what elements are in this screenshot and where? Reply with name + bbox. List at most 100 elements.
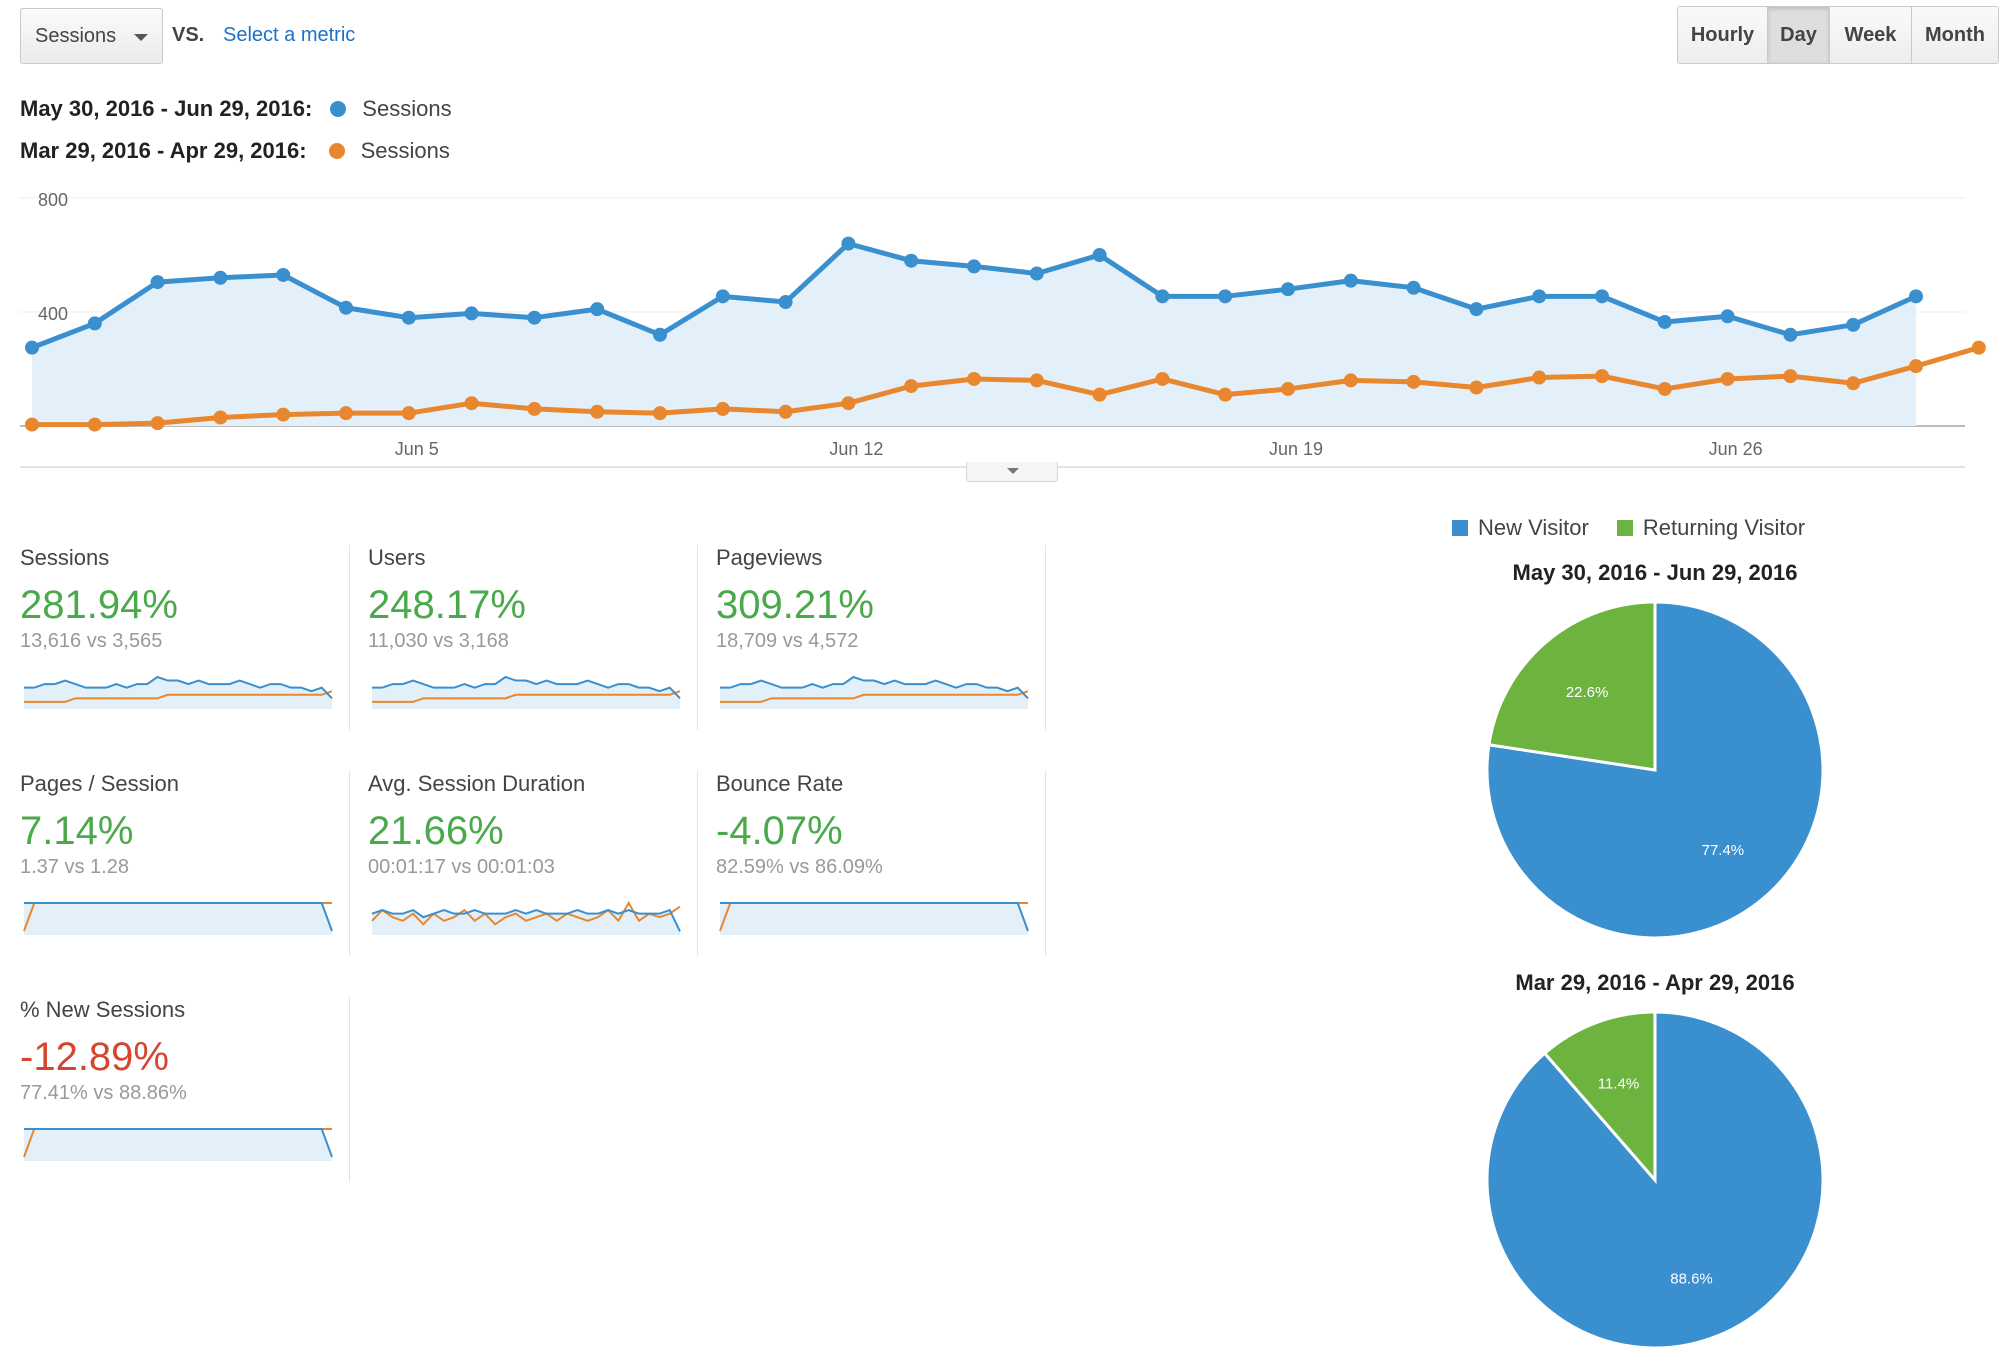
previous-series-line — [32, 345, 1980, 428]
scorecard-title: Sessions — [20, 545, 110, 570]
scorecard-change: 281.94% — [20, 583, 178, 627]
period-week-button[interactable]: Week — [1830, 7, 1912, 63]
current-series-point — [1469, 302, 1484, 317]
returning-visitor-legend-label: Returning Visitor — [1642, 515, 1806, 540]
scorecard[interactable]: Bounce Rate -4.07% 82.59% vs 86.09% — [716, 771, 1046, 956]
previous-series-point — [150, 416, 165, 431]
metric-dropdown-label: Sessions — [35, 24, 117, 47]
legend-current-range: May 30, 2016 - Jun 29, 2016: — [20, 96, 313, 121]
y-tick-label: 400 — [38, 304, 68, 324]
period-day-button[interactable]: Day — [1768, 7, 1830, 63]
previous-series-point — [1155, 371, 1170, 386]
scorecard[interactable]: Sessions 281.94% 13,616 vs 3,565 — [20, 545, 350, 730]
pie-title-previous: Mar 29, 2016 - Apr 29, 2016 — [1515, 970, 1795, 995]
chart-expand-handle[interactable] — [966, 462, 1058, 482]
select-metric-link[interactable]: Select a metric — [223, 24, 356, 46]
period-month-button[interactable]: Month — [1912, 7, 1998, 63]
pie-previous-slice-label: 11.4% — [1598, 1075, 1639, 1092]
current-series-point — [1909, 289, 1923, 304]
scorecard-title: % New Sessions — [20, 997, 186, 1022]
scorecard-change: 309.21% — [716, 583, 874, 627]
previous-series-point — [1029, 373, 1044, 388]
scorecard-comparison: 77.41% vs 88.86% — [20, 1082, 187, 1104]
scorecard-comparison: 1.37 vs 1.28 — [20, 856, 129, 878]
current-series-point — [778, 295, 793, 310]
sparkline-previous — [720, 690, 1029, 703]
previous-series-point — [1720, 371, 1735, 386]
previous-series-point — [841, 396, 856, 411]
pie-current-slice-label: 77.4% — [1702, 842, 1745, 859]
previous-series-point — [1657, 381, 1672, 396]
current-series-point — [1029, 266, 1044, 281]
scorecard-title: Avg. Session Duration — [368, 771, 586, 796]
previous-series-point — [904, 379, 919, 394]
current-series-point — [841, 236, 856, 251]
previous-series-point — [1783, 369, 1798, 384]
current-series-point — [527, 310, 542, 325]
current-series-point — [967, 259, 981, 274]
pie-previous-slice-label: 88.6% — [1670, 1271, 1713, 1288]
scorecard-comparison: 11,030 vs 3,168 — [368, 630, 509, 652]
legend-current-series: Sessions — [362, 96, 452, 121]
previous-series-point — [339, 406, 353, 421]
scorecard-sparkline — [719, 902, 1029, 935]
visitor-type-pies: New Visitor Returning Visitor May 30, 20… — [1420, 505, 1980, 1365]
current-series-point — [590, 302, 605, 317]
scorecard-title: Bounce Rate — [716, 771, 844, 796]
previous-series-point — [1595, 369, 1609, 384]
x-tick-label: Jun 12 — [829, 439, 883, 459]
metric-dropdown[interactable]: Sessions — [20, 8, 163, 64]
sparkline-current — [24, 675, 333, 700]
pie-previous-slice-returning-visitor — [1542, 1010, 1657, 1185]
scorecard[interactable]: % New Sessions -12.89% 77.41% vs 88.86% — [20, 997, 350, 1182]
pie-chart-previous: 88.6% 11.4% — [1485, 1010, 1825, 1350]
scorecard-sparkline — [24, 675, 333, 709]
current-series-point — [150, 275, 165, 290]
sparkline-area — [24, 1129, 332, 1161]
scorecard[interactable]: Pages / Session 7.14% 1.37 vs 1.28 — [20, 771, 350, 956]
previous-series-point — [715, 401, 730, 416]
current-series-point — [1595, 289, 1609, 304]
previous-series-point — [1532, 370, 1547, 385]
current-series-point — [213, 270, 228, 285]
sparkline-area — [372, 910, 680, 935]
scorecard-comparison: 13,616 vs 3,565 — [20, 630, 163, 652]
sparkline-previous — [372, 690, 681, 703]
legend-previous-series: Sessions — [360, 138, 450, 163]
sparkline-current — [720, 902, 1029, 932]
previous-series-point — [1218, 387, 1233, 402]
previous-series-point — [778, 404, 793, 419]
current-series-point — [1406, 280, 1421, 295]
current-series-point — [715, 289, 730, 304]
previous-series-point — [1909, 359, 1923, 374]
sparkline-area — [720, 677, 1028, 709]
scorecard[interactable]: Users 248.17% 11,030 vs 3,168 — [368, 545, 698, 730]
current-series-point — [1532, 289, 1547, 304]
current-series-point — [339, 300, 353, 315]
sparkline-area — [720, 903, 1028, 935]
previous-series-point — [464, 396, 479, 411]
scorecard-comparison: 00:01:17 vs 00:01:03 — [368, 856, 555, 878]
sparkline-previous — [24, 690, 333, 703]
sparkline-previous — [371, 901, 681, 926]
scorecard-grid: Sessions 281.94% 13,616 vs 3,565 Users 248.1… — [20, 545, 1050, 1185]
previous-series-point — [527, 401, 542, 416]
current-series-point — [276, 267, 291, 282]
previous-series-point — [87, 417, 102, 432]
sessions-line-chart: 800 400 Jun 5 Jun 12 Jun 19 Jun 26 — [20, 190, 1986, 468]
x-tick-label: Jun 19 — [1269, 439, 1323, 459]
current-series-point — [1343, 273, 1358, 288]
current-series-point — [1783, 327, 1798, 342]
scorecard[interactable]: Pageviews 309.21% 18,709 vs 4,572 — [716, 545, 1046, 730]
scorecard-comparison: 18,709 vs 4,572 — [716, 630, 859, 652]
sparkline-current — [720, 675, 1029, 700]
current-series-point — [1155, 289, 1170, 304]
current-series-point — [1281, 282, 1295, 297]
scorecard-change: 21.66% — [368, 809, 504, 853]
scorecard-sparkline — [23, 1128, 333, 1161]
current-series-point — [1218, 289, 1233, 304]
scorecard[interactable]: Avg. Session Duration 21.66% 00:01:17 vs 0… — [368, 771, 698, 956]
legend-previous-dot — [328, 143, 345, 159]
period-hourly-button[interactable]: Hourly — [1678, 7, 1768, 63]
previous-series-point — [401, 406, 416, 421]
